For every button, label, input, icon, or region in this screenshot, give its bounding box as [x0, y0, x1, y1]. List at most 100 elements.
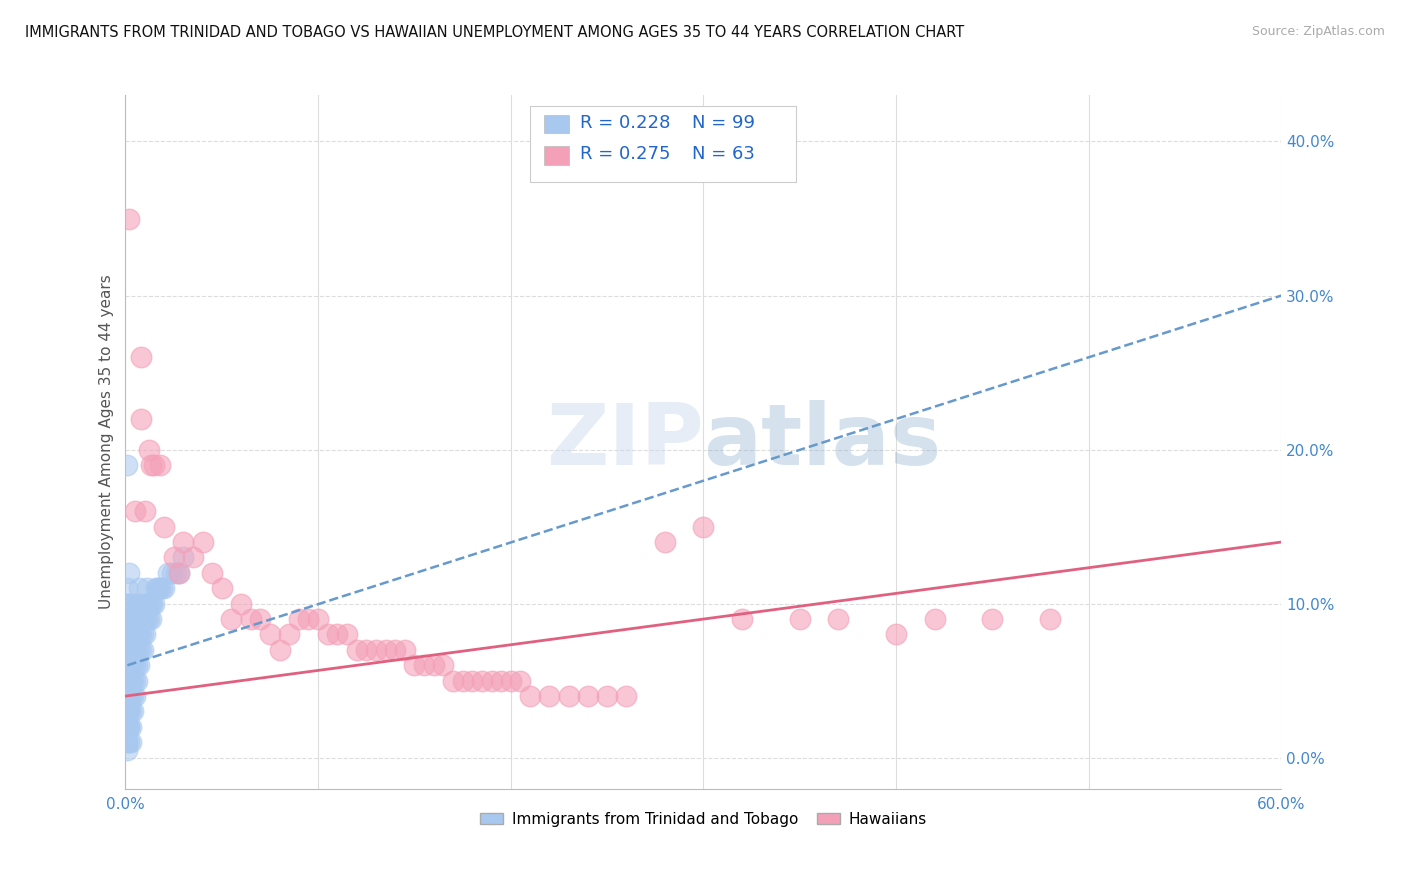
- Point: [259, 627, 281, 641]
- Point: [117, 658, 139, 673]
- Point: [499, 673, 522, 688]
- FancyBboxPatch shape: [530, 105, 796, 182]
- Point: [307, 612, 329, 626]
- Point: [120, 705, 142, 719]
- Point: [141, 597, 163, 611]
- Point: [356, 643, 378, 657]
- Point: [336, 627, 359, 641]
- Point: [125, 658, 148, 673]
- Point: [134, 612, 156, 626]
- Point: [125, 597, 148, 611]
- Point: [249, 612, 271, 626]
- Point: [117, 735, 139, 749]
- Point: [404, 658, 426, 673]
- Point: [596, 689, 619, 703]
- Text: N = 63: N = 63: [692, 145, 755, 162]
- FancyBboxPatch shape: [544, 115, 569, 134]
- Point: [122, 612, 145, 626]
- Point: [422, 658, 444, 673]
- Point: [117, 689, 139, 703]
- Point: [118, 689, 141, 703]
- Point: [346, 643, 368, 657]
- Point: [201, 566, 224, 580]
- Point: [117, 673, 139, 688]
- Point: [269, 643, 291, 657]
- Point: [117, 673, 139, 688]
- Point: [288, 612, 311, 626]
- Point: [134, 627, 156, 641]
- Text: N = 99: N = 99: [692, 114, 755, 132]
- Point: [441, 673, 464, 688]
- Point: [124, 658, 146, 673]
- Point: [143, 458, 166, 472]
- Point: [117, 743, 139, 757]
- Point: [122, 705, 145, 719]
- Point: [165, 566, 187, 580]
- Point: [1039, 612, 1062, 626]
- Point: [138, 597, 160, 611]
- Point: [124, 612, 146, 626]
- Point: [118, 658, 141, 673]
- Point: [169, 566, 191, 580]
- Point: [120, 689, 142, 703]
- Point: [481, 673, 503, 688]
- Point: [122, 673, 145, 688]
- Point: [124, 643, 146, 657]
- Point: [118, 566, 141, 580]
- Point: [149, 458, 172, 472]
- Point: [394, 643, 416, 657]
- Point: [120, 643, 142, 657]
- Point: [135, 581, 157, 595]
- Point: [239, 612, 262, 626]
- Text: R = 0.228: R = 0.228: [579, 114, 671, 132]
- Point: [134, 504, 156, 518]
- Point: [132, 612, 155, 626]
- Point: [432, 658, 454, 673]
- Point: [557, 689, 579, 703]
- Point: [117, 705, 139, 719]
- Point: [519, 689, 541, 703]
- Point: [191, 535, 214, 549]
- Point: [149, 581, 172, 595]
- Y-axis label: Unemployment Among Ages 35 to 44 years: Unemployment Among Ages 35 to 44 years: [100, 275, 114, 609]
- Point: [143, 597, 166, 611]
- Point: [156, 566, 179, 580]
- Point: [118, 689, 141, 703]
- Point: [538, 689, 561, 703]
- Point: [374, 643, 396, 657]
- Point: [461, 673, 484, 688]
- Point: [117, 705, 139, 719]
- Point: [451, 673, 474, 688]
- Point: [117, 627, 139, 641]
- Point: [125, 643, 148, 657]
- Point: [153, 581, 176, 595]
- Legend: Immigrants from Trinidad and Tobago, Hawaiians: Immigrants from Trinidad and Tobago, Haw…: [474, 805, 934, 833]
- Point: [120, 627, 142, 641]
- Point: [129, 643, 152, 657]
- Point: [125, 673, 148, 688]
- Point: [364, 643, 387, 657]
- Point: [118, 705, 141, 719]
- Point: [120, 612, 142, 626]
- Point: [139, 597, 162, 611]
- Point: [128, 643, 150, 657]
- Point: [117, 581, 139, 595]
- Point: [139, 458, 162, 472]
- Point: [827, 612, 849, 626]
- Point: [138, 612, 160, 626]
- Point: [139, 612, 162, 626]
- Point: [128, 658, 150, 673]
- Text: ZIP: ZIP: [546, 401, 703, 483]
- Point: [981, 612, 1004, 626]
- Point: [181, 550, 204, 565]
- Point: [153, 519, 176, 533]
- Point: [118, 720, 141, 734]
- Point: [120, 658, 142, 673]
- Point: [118, 720, 141, 734]
- Point: [145, 581, 167, 595]
- Point: [124, 504, 146, 518]
- Point: [117, 643, 139, 657]
- Point: [297, 612, 319, 626]
- Point: [211, 581, 233, 595]
- Point: [135, 612, 157, 626]
